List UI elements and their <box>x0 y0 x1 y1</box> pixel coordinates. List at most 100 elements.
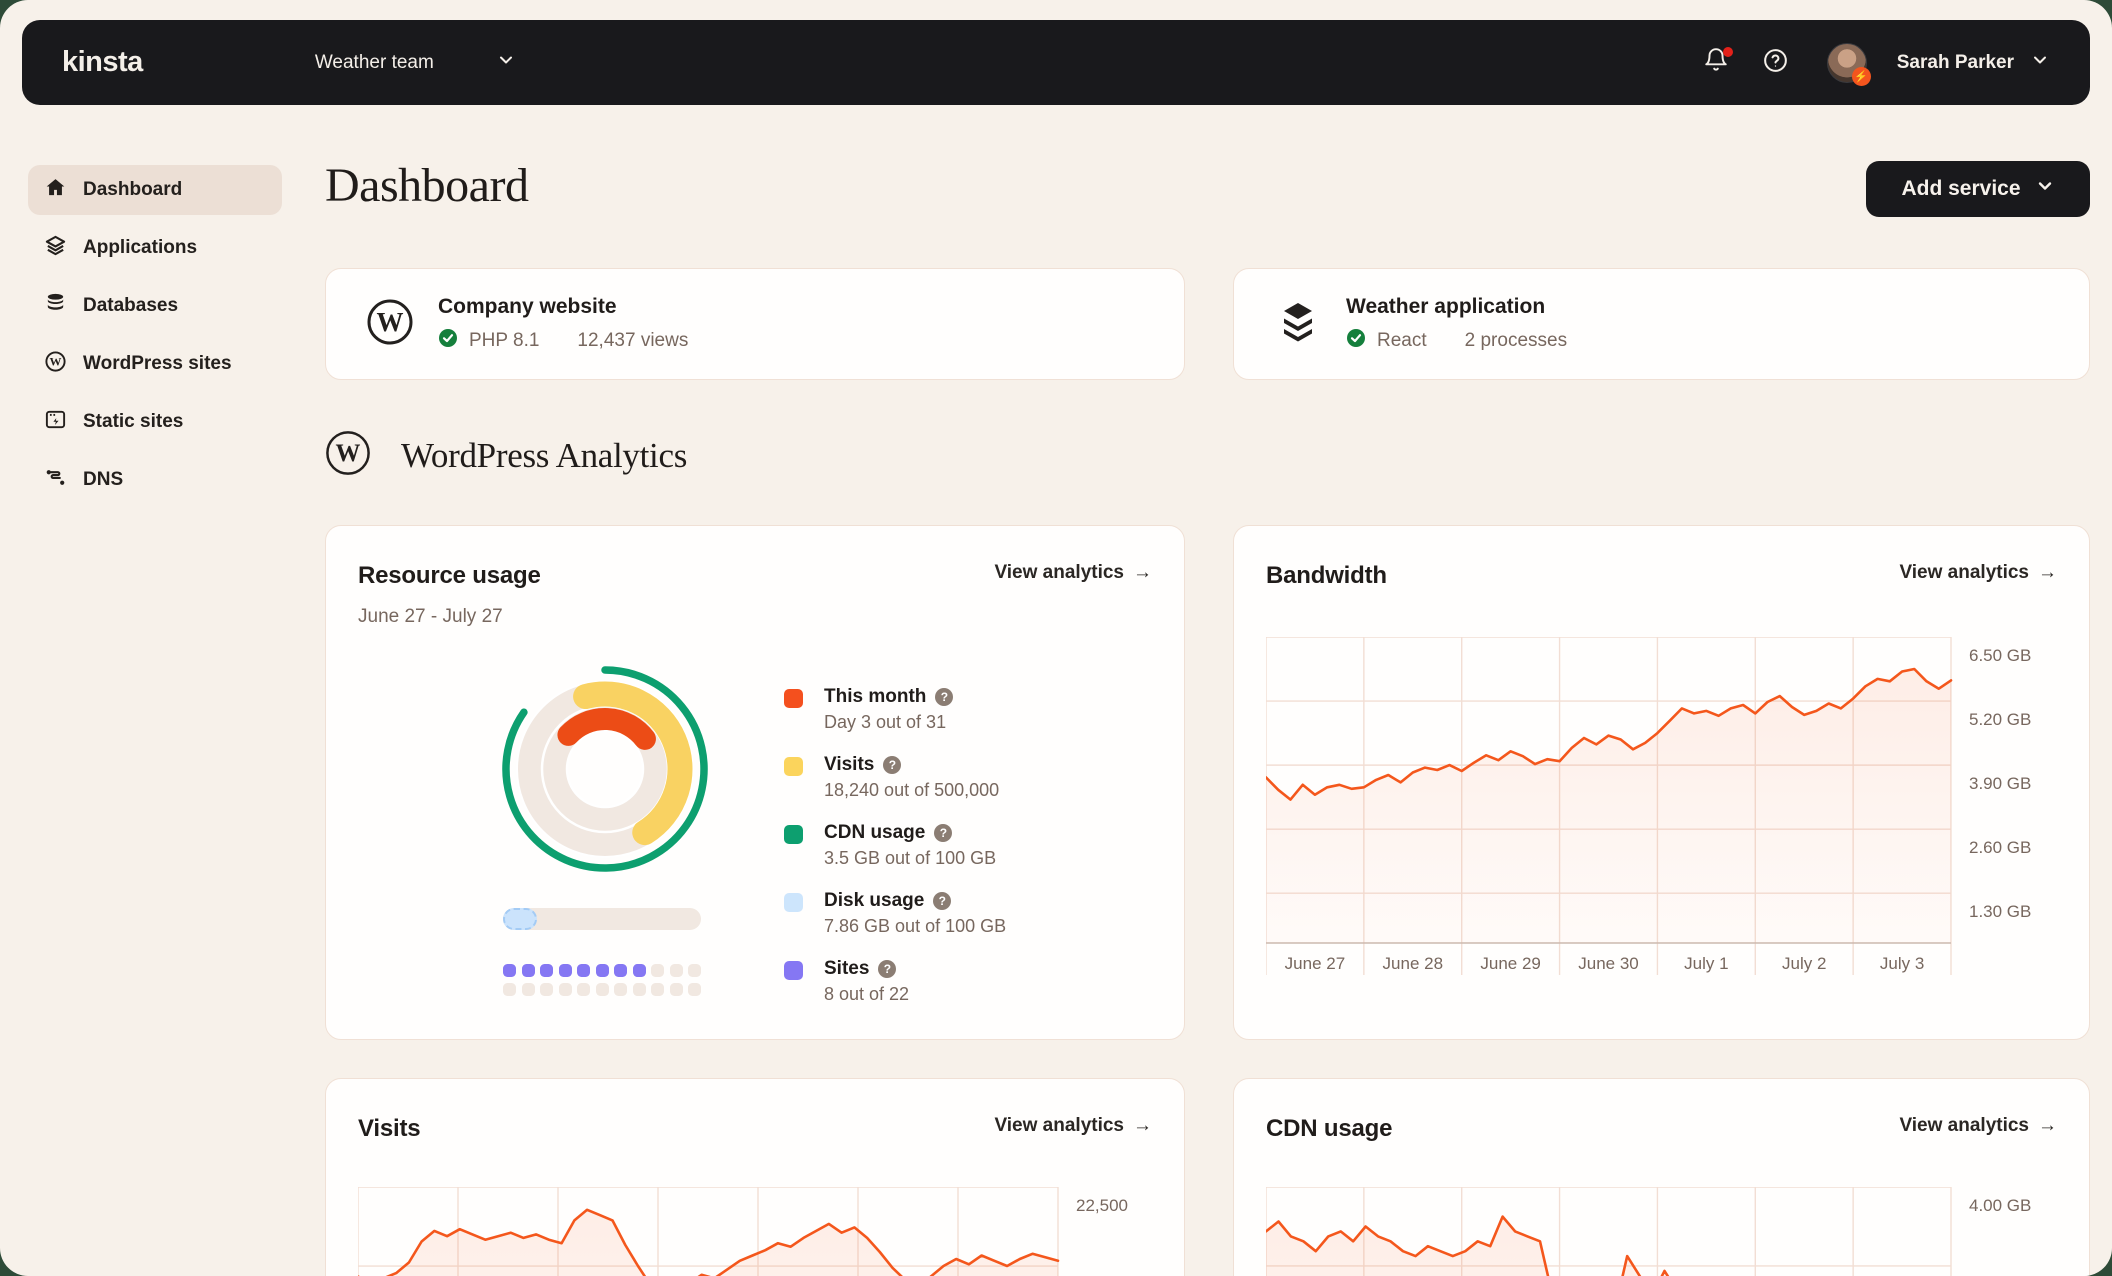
site-dot-empty <box>651 964 664 977</box>
add-service-button[interactable]: Add service <box>1866 161 2090 217</box>
legend-item-cdn-usage: CDN usage? 3.5 GB out of 100 GB <box>784 822 1154 869</box>
resource-usage-donut-chart <box>502 666 708 872</box>
team-selector[interactable]: Weather team <box>315 50 516 75</box>
legend-swatch <box>784 757 803 776</box>
legend-label: This month <box>824 686 927 707</box>
resource-usage-legend: This month? Day 3 out of 31 Visits? 18,2… <box>784 686 1154 1005</box>
sidebar-item-dashboard[interactable]: Dashboard <box>28 165 282 215</box>
view-analytics-label: View analytics <box>1899 1115 2029 1136</box>
service-card-weather-application[interactable]: Weather application React 2 processes <box>1233 268 2090 380</box>
notifications-button[interactable] <box>1701 46 1733 78</box>
add-service-label: Add service <box>1901 177 2021 200</box>
service-card-company-website[interactable]: W Company website PHP 8.1 12,437 views <box>325 268 1185 380</box>
team-selector-label: Weather team <box>314 51 434 73</box>
sidebar-item-label: WordPress sites <box>83 353 232 374</box>
help-icon[interactable]: ? <box>883 756 902 774</box>
check-circle-icon <box>1346 328 1366 354</box>
layers-icon <box>44 234 67 263</box>
site-dot-empty <box>540 982 553 996</box>
service-stat-runtime: React <box>1377 329 1427 351</box>
site-dot-filled <box>540 964 553 977</box>
svg-text:W: W <box>50 354 62 368</box>
help-icon[interactable]: ? <box>878 960 897 978</box>
site-dot-empty <box>503 982 516 996</box>
site-dot-filled <box>503 964 516 977</box>
sidebar-item-databases[interactable]: Databases <box>28 281 282 331</box>
view-analytics-link[interactable]: View analytics → <box>1899 562 2057 584</box>
notification-badge <box>1722 46 1733 57</box>
help-icon[interactable]: ? <box>934 824 953 842</box>
disk-usage-progress-bar <box>503 908 701 930</box>
site-dot-empty <box>577 982 590 996</box>
svg-text:July 3: July 3 <box>1880 954 1924 973</box>
wordpress-icon: W <box>325 430 371 481</box>
help-icon[interactable]: ? <box>933 892 952 910</box>
arrow-right-icon: → <box>2038 1115 2057 1136</box>
site-dot-filled <box>521 964 535 977</box>
view-analytics-link[interactable]: View analytics → <box>1899 1115 2057 1137</box>
view-analytics-label: View analytics <box>1899 562 2029 583</box>
legend-item-visits: Visits? 18,240 out of 500,000 <box>784 754 1154 801</box>
service-stat-runtime: PHP 8.1 <box>469 329 540 351</box>
lightning-badge-icon: ⚡ <box>1851 66 1871 86</box>
sidebar-item-label: Databases <box>83 295 179 316</box>
svg-text:3.90 GB: 3.90 GB <box>1969 774 2031 793</box>
legend-swatch <box>784 961 803 980</box>
site-dot-filled <box>558 964 572 977</box>
legend-label: Disk usage <box>824 890 925 911</box>
chevron-down-icon <box>496 50 516 75</box>
visits-card: Visits View analytics → 22,50018,000 <box>325 1078 1185 1276</box>
svg-text:3.20 GB: 3.20 GB <box>1969 1275 2031 1276</box>
card-title: Visits <box>358 1115 421 1142</box>
help-icon[interactable]: ? <box>935 688 954 706</box>
site-dot-empty <box>632 982 646 996</box>
site-dot-empty <box>558 982 572 996</box>
service-stat-views: 12,437 views <box>577 329 689 351</box>
topbar-actions: ⚡ Sarah Parker <box>1701 42 2050 86</box>
legend-swatch <box>784 825 803 844</box>
view-analytics-link[interactable]: View analytics → <box>994 562 1152 584</box>
legend-value: 3.5 GB out of 100 GB <box>824 848 997 868</box>
sidebar-item-wordpress-sites[interactable]: W WordPress sites <box>28 339 282 389</box>
site-dot-empty <box>595 982 609 996</box>
sidebar-item-label: Applications <box>83 237 198 258</box>
avatar-photo <box>1826 42 1867 83</box>
view-analytics-label: View analytics <box>994 562 1124 583</box>
site-dot-empty <box>614 982 627 996</box>
sidebar-item-applications[interactable]: Applications <box>28 223 282 273</box>
site-dot-filled <box>632 964 646 977</box>
browser-lightning-icon <box>44 408 67 437</box>
sidebar-item-static-sites[interactable]: Static sites <box>28 397 282 447</box>
user-avatar[interactable]: ⚡ <box>1826 42 1871 86</box>
chevron-down-icon <box>2035 176 2055 202</box>
site-dot-empty <box>521 982 535 996</box>
stack-icon <box>1274 298 1322 351</box>
svg-text:6.50 GB: 6.50 GB <box>1969 646 2031 665</box>
wordpress-icon: W <box>44 350 67 379</box>
svg-text:2.60 GB: 2.60 GB <box>1969 838 2031 857</box>
arrow-right-icon: → <box>1133 1115 1152 1136</box>
user-name-label: Sarah Parker <box>1896 51 2014 73</box>
site-dot-empty <box>651 982 664 996</box>
card-title: Bandwidth <box>1266 562 1387 589</box>
disk-usage-progress-fill <box>503 908 537 930</box>
legend-item-sites: Sites? 8 out of 22 <box>784 958 1154 1005</box>
site-dot-empty <box>669 964 683 977</box>
help-button[interactable] <box>1761 48 1791 78</box>
wordpress-analytics-header: W WordPress Analytics <box>325 430 687 481</box>
bell-icon <box>1703 47 1729 78</box>
svg-text:July 2: July 2 <box>1782 954 1826 973</box>
legend-label: Visits <box>824 754 875 775</box>
bandwidth-card: Bandwidth View analytics → 6.50 GB 5.20 G… <box>1233 525 2090 1040</box>
legend-value: 8 out of 22 <box>824 984 910 1004</box>
site-dot-empty <box>688 964 701 977</box>
svg-text:W: W <box>377 307 404 337</box>
kinsta-logo: kinsta <box>62 46 143 78</box>
view-analytics-link[interactable]: View analytics → <box>994 1115 1152 1137</box>
sidebar-item-dns[interactable]: DNS <box>28 455 282 505</box>
legend-item-disk-usage: Disk usage? 7.86 GB out of 100 GB <box>784 890 1154 937</box>
wordpress-icon: W <box>366 298 414 351</box>
user-menu[interactable]: Sarah Parker <box>1897 50 2050 76</box>
sidebar-item-label: DNS <box>83 469 124 490</box>
